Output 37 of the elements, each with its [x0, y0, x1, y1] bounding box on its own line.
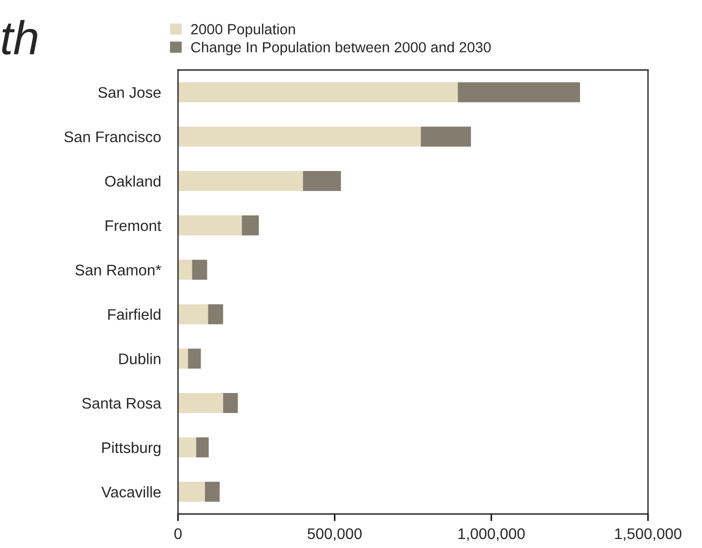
- y-tick-label: San Francisco: [64, 131, 161, 142]
- bar: [188, 348, 201, 369]
- bar: [178, 437, 196, 458]
- bar: [223, 393, 238, 413]
- y-tick-label: Vacaville: [101, 486, 161, 498]
- legend-label: Change In Population between 2000 and 2030: [191, 42, 491, 56]
- legend-label: 2000 Population: [191, 24, 295, 38]
- chart-title: th: [2, 20, 38, 55]
- y-tick-label: Pittsburg: [102, 442, 160, 456]
- bar: [242, 215, 259, 236]
- y-tick-label: Fremont: [106, 220, 162, 232]
- bar: [303, 171, 341, 191]
- bar: [458, 82, 580, 102]
- bar: [204, 482, 220, 502]
- bar: [178, 304, 208, 324]
- y-tick-label: Oakland: [105, 175, 160, 187]
- bar: [178, 215, 242, 236]
- x-tick-label: 0: [174, 528, 182, 540]
- y-tick-label: San Ramon*: [75, 264, 162, 276]
- y-tick-label: San Jose: [98, 87, 161, 98]
- bar: [178, 393, 224, 413]
- bar: [178, 171, 304, 191]
- bar: [192, 260, 208, 280]
- bar: [208, 304, 224, 324]
- bar: [196, 437, 209, 458]
- bar: [178, 482, 205, 502]
- x-tick-label: 1,000,000: [458, 528, 525, 541]
- x-tick-label: 1,500,000: [615, 528, 682, 541]
- y-tick-label: Dublin: [119, 353, 160, 364]
- bar: [178, 260, 192, 280]
- bar: [178, 126, 421, 147]
- bar: [178, 82, 458, 102]
- bar: [420, 126, 471, 147]
- y-tick-label: Santa Rosa: [82, 398, 162, 409]
- x-tick-label: 500,000: [308, 528, 362, 541]
- bar: [178, 348, 188, 369]
- y-tick-label: Fairfield: [108, 308, 160, 320]
